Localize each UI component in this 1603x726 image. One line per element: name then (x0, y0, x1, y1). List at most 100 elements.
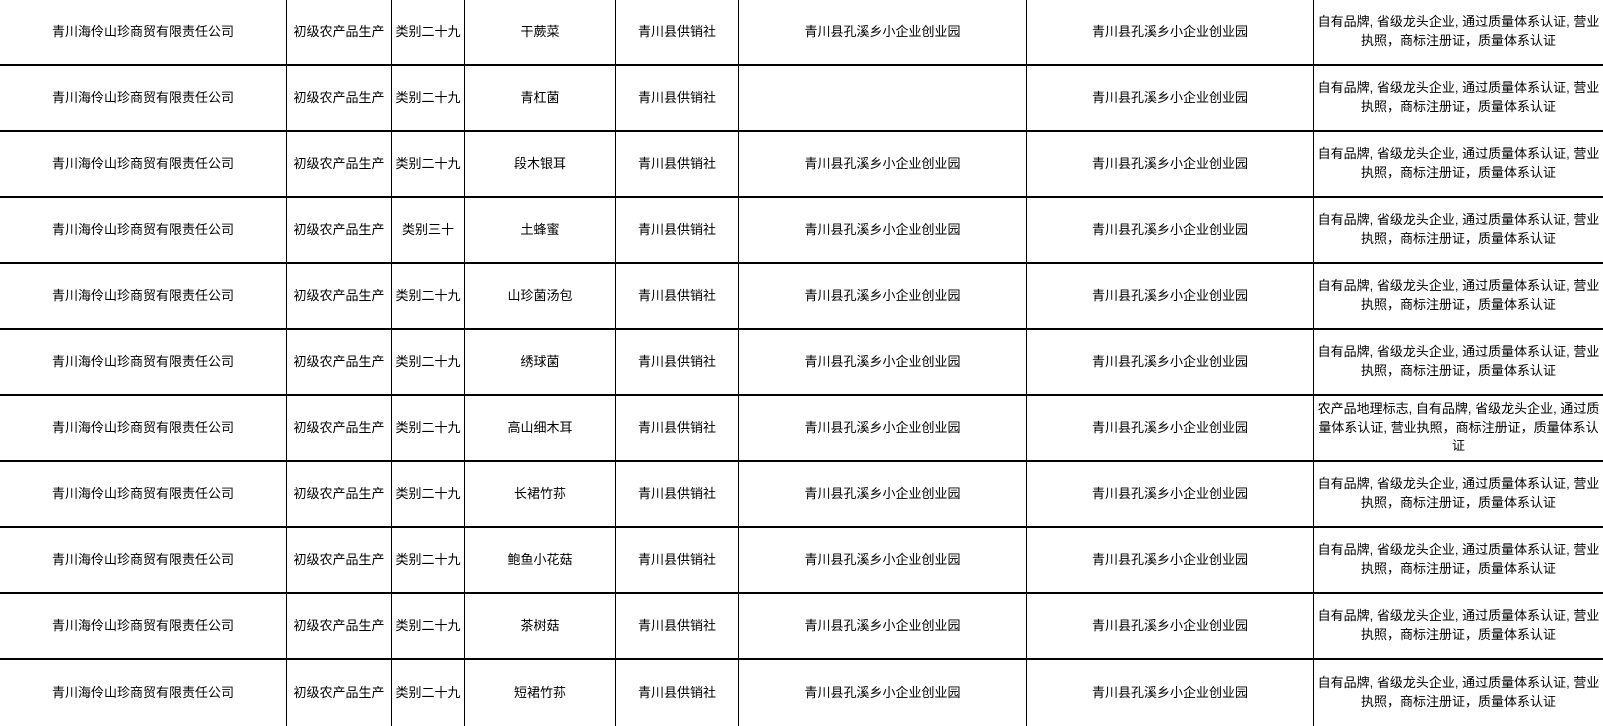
table-cell: 青川县孔溪乡小企业创业园 (739, 396, 1027, 460)
table-cell: 类别二十九 (392, 264, 465, 328)
table-cell: 青川海伶山珍商贸有限责任公司 (0, 528, 287, 592)
table-cell: 青川海伶山珍商贸有限责任公司 (0, 396, 287, 460)
table-row: 青川海伶山珍商贸有限责任公司 初级农产品生产 类别二十九 青杠菌 青川县供销社 青川县孔溪… (0, 66, 1603, 132)
table-cell: 青川县供销社 (616, 660, 739, 726)
table-cell: 青川海伶山珍商贸有限责任公司 (0, 0, 287, 64)
table-row: 青川海伶山珍商贸有限责任公司 初级农产品生产 类别二十九 山珍菌汤包 青川县供销社 青川县… (0, 264, 1603, 330)
table-cell: 自有品牌, 省级龙头企业, 通过质量体系认证, 营业执照，商标注册证，质量体系认… (1317, 212, 1600, 246)
table-cell: 青川县孔溪乡小企业创业园 (739, 660, 1027, 726)
table-cell: 山珍菌汤包 (465, 264, 616, 328)
table-cell: 青川县供销社 (616, 396, 739, 460)
table-row: 青川海伶山珍商贸有限责任公司 初级农产品生产 类别二十九 鲍鱼小花菇 青川县供销社 青川县… (0, 528, 1603, 594)
table-cell: 干蕨菜 (465, 0, 616, 64)
table-cell: 自有品牌, 省级龙头企业, 通过质量体系认证, 营业执照，商标注册证，质量体系认… (1317, 80, 1600, 114)
table-cell: 青川县孔溪乡小企业创业园 (1027, 0, 1314, 64)
table-cell: 青川县孔溪乡小企业创业园 (1027, 66, 1314, 130)
table-cell: 青川县供销社 (616, 528, 739, 592)
table-row: 青川海伶山珍商贸有限责任公司 初级农产品生产 类别二十九 茶树菇 青川县供销社 青川县孔溪… (0, 594, 1603, 660)
table-cell: 自有品牌, 省级龙头企业, 通过质量体系认证, 营业执照，商标注册证，质量体系认… (1317, 14, 1600, 48)
table-cell: 青川海伶山珍商贸有限责任公司 (0, 462, 287, 526)
table-cell: 鲍鱼小花菇 (465, 528, 616, 592)
table-cell: 青川县供销社 (616, 198, 739, 262)
table-cell: 茶树菇 (465, 594, 616, 658)
table-row: 青川海伶山珍商贸有限责任公司 初级农产品生产 类别二十九 长裙竹荪 青川县供销社 青川县孔… (0, 462, 1603, 528)
table-cell: 初级农产品生产 (287, 0, 392, 64)
table-cell: 青川县供销社 (616, 66, 739, 130)
table-cell: 初级农产品生产 (287, 132, 392, 196)
table-cell: 土蜂蜜 (465, 198, 616, 262)
table-cell: 青川县孔溪乡小企业创业园 (1027, 330, 1314, 394)
table-cell: 自有品牌, 省级龙头企业, 通过质量体系认证, 营业执照，商标注册证，质量体系认… (1317, 146, 1600, 180)
table-cell: 类别二十九 (392, 528, 465, 592)
table-cell: 初级农产品生产 (287, 396, 392, 460)
table-cell: 青川县孔溪乡小企业创业园 (1027, 396, 1314, 460)
table-cell: 青川县供销社 (616, 330, 739, 394)
table-cell: 类别三十 (392, 198, 465, 262)
table-cell: 类别二十九 (392, 66, 465, 130)
table-row: 青川海伶山珍商贸有限责任公司 初级农产品生产 类别二十九 短裙竹荪 青川县供销社 青川县孔… (0, 660, 1603, 726)
table-cell: 类别二十九 (392, 330, 465, 394)
table-cell: 青川县供销社 (616, 132, 739, 196)
table-cell: 初级农产品生产 (287, 66, 392, 130)
table-cell: 农产品地理标志, 自有品牌, 省级龙头企业, 通过质量体系认证, 营业执照，商标… (1317, 400, 1600, 454)
table-cell: 类别二十九 (392, 0, 465, 64)
table-cell: 青川县供销社 (616, 594, 739, 658)
table-cell: 类别二十九 (392, 132, 465, 196)
table-cell: 青川县孔溪乡小企业创业园 (739, 528, 1027, 592)
table-cell: 青川县孔溪乡小企业创业园 (1027, 264, 1314, 328)
table-cell: 青川县供销社 (616, 264, 739, 328)
table-cell: 初级农产品生产 (287, 528, 392, 592)
table-cell: 自有品牌, 省级龙头企业, 通过质量体系认证, 营业执照，商标注册证，质量体系认… (1317, 278, 1600, 312)
table-cell (739, 66, 1027, 130)
table-cell: 青川县孔溪乡小企业创业园 (739, 0, 1027, 64)
table-cell: 段木银耳 (465, 132, 616, 196)
table-row: 青川海伶山珍商贸有限责任公司 初级农产品生产 类别二十九 段木银耳 青川县供销社 青川县孔… (0, 132, 1603, 198)
table-cell: 初级农产品生产 (287, 660, 392, 726)
table-cell: 青川海伶山珍商贸有限责任公司 (0, 330, 287, 394)
table-cell: 青川县孔溪乡小企业创业园 (1027, 198, 1314, 262)
table-row: 青川海伶山珍商贸有限责任公司 初级农产品生产 类别三十 土蜂蜜 青川县供销社 青川县孔溪乡… (0, 198, 1603, 264)
table-cell: 类别二十九 (392, 660, 465, 726)
table-cell: 青川海伶山珍商贸有限责任公司 (0, 594, 287, 658)
table-row: 青川海伶山珍商贸有限责任公司 初级农产品生产 类别二十九 干蕨菜 青川县供销社 青川县孔溪… (0, 0, 1603, 66)
table-cell: 短裙竹荪 (465, 660, 616, 726)
table-cell: 自有品牌, 省级龙头企业, 通过质量体系认证, 营业执照，商标注册证，质量体系认… (1317, 476, 1600, 510)
table-cell: 青川县孔溪乡小企业创业园 (739, 198, 1027, 262)
table-cell: 初级农产品生产 (287, 594, 392, 658)
table-cell: 青川县孔溪乡小企业创业园 (1027, 594, 1314, 658)
table-cell: 自有品牌, 省级龙头企业, 通过质量体系认证, 营业执照，商标注册证，质量体系认… (1317, 608, 1600, 642)
table-cell: 青川海伶山珍商贸有限责任公司 (0, 132, 287, 196)
table-row: 青川海伶山珍商贸有限责任公司 初级农产品生产 类别二十九 高山细木耳 青川县供销社 青川县… (0, 396, 1603, 462)
table-cell: 青川海伶山珍商贸有限责任公司 (0, 198, 287, 262)
table-cell: 青川海伶山珍商贸有限责任公司 (0, 264, 287, 328)
table-cell: 类别二十九 (392, 462, 465, 526)
table-cell: 类别二十九 (392, 594, 465, 658)
table-cell: 青川县孔溪乡小企业创业园 (1027, 528, 1314, 592)
table-cell: 绣球菌 (465, 330, 616, 394)
table-cell: 青川县孔溪乡小企业创业园 (1027, 660, 1314, 726)
table-cell: 类别二十九 (392, 396, 465, 460)
table-cell: 长裙竹荪 (465, 462, 616, 526)
table-cell: 青川县供销社 (616, 462, 739, 526)
table-cell: 自有品牌, 省级龙头企业, 通过质量体系认证, 营业执照，商标注册证，质量体系认… (1317, 542, 1600, 576)
table-cell: 初级农产品生产 (287, 198, 392, 262)
table-cell: 青川县孔溪乡小企业创业园 (739, 132, 1027, 196)
table-cell: 青川海伶山珍商贸有限责任公司 (0, 66, 287, 130)
table-cell: 青川县孔溪乡小企业创业园 (1027, 462, 1314, 526)
table-cell: 青川县孔溪乡小企业创业园 (739, 330, 1027, 394)
table-cell: 初级农产品生产 (287, 264, 392, 328)
table-cell: 青川县孔溪乡小企业创业园 (739, 594, 1027, 658)
table-cell: 青川县孔溪乡小企业创业园 (739, 462, 1027, 526)
table-cell: 自有品牌, 省级龙头企业, 通过质量体系认证, 营业执照，商标注册证，质量体系认… (1317, 675, 1600, 709)
table-cell: 自有品牌, 省级龙头企业, 通过质量体系认证, 营业执照，商标注册证，质量体系认… (1317, 344, 1600, 378)
table-cell: 青杠菌 (465, 66, 616, 130)
table-row: 青川海伶山珍商贸有限责任公司 初级农产品生产 类别二十九 绣球菌 青川县供销社 青川县孔溪… (0, 330, 1603, 396)
table-cell: 高山细木耳 (465, 396, 616, 460)
table-cell: 青川海伶山珍商贸有限责任公司 (0, 660, 287, 726)
table-cell: 青川县供销社 (616, 0, 739, 64)
table-cell: 青川县孔溪乡小企业创业园 (1027, 132, 1314, 196)
table-cell: 初级农产品生产 (287, 330, 392, 394)
table-cell: 初级农产品生产 (287, 462, 392, 526)
